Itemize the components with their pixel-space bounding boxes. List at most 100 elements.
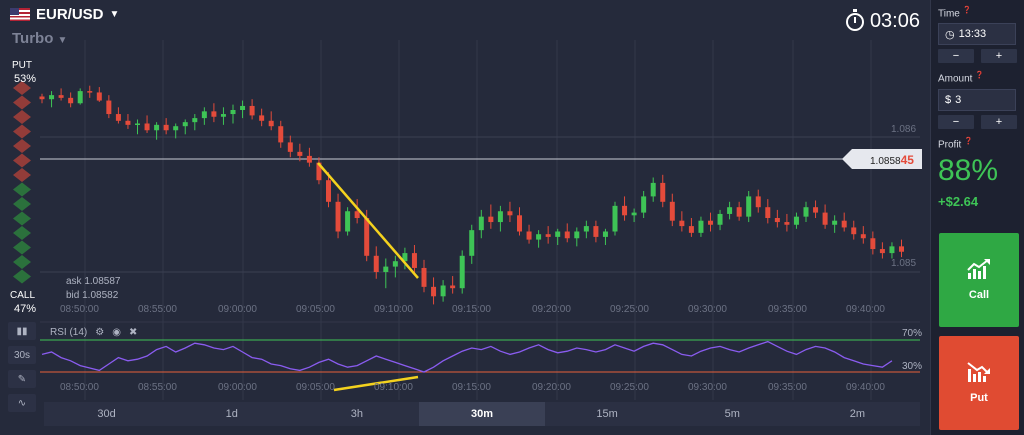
candle-body (650, 182, 656, 197)
trend-line (317, 162, 419, 279)
x-tick-label: 08:55:00 (138, 304, 177, 315)
gear-icon[interactable]: ⚙ (95, 327, 105, 338)
timeframe-2m[interactable]: 2m (849, 408, 866, 420)
time-input[interactable]: ◷ 13:33 (938, 23, 1016, 46)
candle-body (641, 196, 647, 213)
price-tick: 1.085 (891, 258, 917, 269)
x-tick-label: 09:25:00 (610, 382, 649, 393)
time-minus-button[interactable]: − (938, 49, 974, 64)
candle-body (889, 246, 895, 254)
candle-body (144, 123, 150, 131)
amount-value: 3 (955, 93, 962, 106)
close-icon[interactable]: ✖ (128, 327, 138, 338)
candle-body (68, 97, 74, 104)
x-tick-label: 09:25:00 (610, 304, 649, 315)
candle-body (583, 226, 589, 232)
stopwatch-icon (845, 8, 864, 31)
trend-down-icon (967, 362, 990, 382)
profit-amount: +$2.64 (938, 193, 979, 209)
candle-body (268, 120, 274, 127)
candle-body (249, 105, 255, 116)
call-button[interactable]: Call (939, 233, 1019, 327)
candle-body (345, 211, 351, 232)
amount-input[interactable]: $ 3 (938, 88, 1016, 111)
x-tick-label: 09:35:00 (768, 382, 807, 393)
chevron-down-icon: ▼ (109, 9, 120, 20)
candle-body (306, 155, 312, 163)
x-tick-label: 09:40:00 (846, 304, 885, 315)
candle-body (125, 120, 131, 125)
profit-percent: 88% (938, 153, 999, 187)
candle-body (287, 142, 293, 152)
sentiment-marker (13, 240, 31, 255)
candle-body (774, 218, 780, 223)
time-plus-button[interactable]: + (981, 49, 1017, 64)
candle-body (708, 220, 713, 225)
candle-body (135, 123, 140, 125)
put-sentiment-pct: 53% (14, 73, 37, 85)
chart-area[interactable]: EUR/USD ▼ Turbo ▼ 03:06 PUT 53% CALL 47%… (0, 0, 930, 435)
current-price-suffix: 45 (900, 153, 914, 167)
candle-body (612, 205, 618, 232)
put-button[interactable]: Put (939, 336, 1019, 430)
candle-body (383, 266, 389, 272)
timeframe-3h[interactable]: 3h (350, 408, 363, 420)
sentiment-marker (13, 95, 31, 110)
x-tick-label: 09:15:00 (452, 382, 491, 393)
candle-body (860, 234, 866, 239)
bar-chart-icon[interactable]: ▮▮ (8, 322, 36, 340)
candle-body (803, 207, 809, 217)
candle-body (793, 216, 799, 225)
chart-tools: ▮▮ 30s ✎ ∿ (8, 322, 36, 412)
candle-body (507, 211, 513, 216)
timeframe-5m[interactable]: 5m (724, 408, 740, 420)
wave-icon[interactable]: ∿ (8, 394, 36, 412)
amount-plus-button[interactable]: + (981, 114, 1017, 129)
candle-body (39, 96, 45, 100)
eye-icon[interactable]: ◉ (112, 327, 121, 338)
x-tick-label: 08:50:00 (60, 382, 99, 393)
amount-label: Amount ❓ (938, 72, 984, 85)
price-tick: 1.086 (891, 124, 917, 135)
candle-body (182, 122, 188, 127)
candle-body (87, 91, 93, 93)
candle-body (459, 255, 465, 289)
candle-body (402, 253, 408, 262)
sentiment-marker (13, 269, 31, 284)
pair-selector[interactable]: EUR/USD ▼ (10, 6, 119, 23)
pen-icon[interactable]: ✎ (8, 370, 36, 388)
candle-body (602, 231, 608, 237)
sentiment-marker (13, 182, 31, 197)
expiry-timer: 03:06 (845, 8, 920, 33)
candle-body (49, 95, 55, 100)
candle-body (660, 182, 666, 202)
candle-body (622, 205, 628, 216)
timeframe-15m[interactable]: 15m (596, 408, 618, 420)
amount-minus-button[interactable]: − (938, 114, 974, 129)
candle-body (411, 253, 417, 268)
x-tick-label: 09:05:00 (296, 304, 335, 315)
interval-button[interactable]: 30s (8, 346, 36, 364)
price-chart (13, 40, 920, 400)
sentiment-marker (13, 197, 31, 211)
mode-selector[interactable]: Turbo ▼ (12, 30, 67, 47)
timeframe-30d[interactable]: 30d (97, 408, 116, 420)
timeframe-30m[interactable]: 30m (419, 402, 545, 426)
candle-body (240, 105, 246, 110)
candle-body (536, 234, 542, 240)
candle-body (488, 216, 494, 223)
x-tick-label: 09:05:00 (296, 382, 335, 393)
rsi-line (41, 340, 893, 373)
time-value: 13:33 (958, 28, 987, 41)
candle-body (58, 95, 64, 98)
current-price-prefix: 1.0858 (870, 156, 901, 167)
x-tick-label: 08:55:00 (138, 382, 177, 393)
candle-body (201, 111, 207, 119)
candle-body (497, 211, 503, 223)
rsi-lower-label: 30% (902, 361, 923, 372)
candle-body (851, 227, 857, 235)
current-price-tag: 1.085845 (842, 149, 922, 169)
rsi-upper-label: 70% (902, 328, 923, 339)
timeframe-1d[interactable]: 1d (225, 408, 238, 420)
candle-body (431, 286, 437, 297)
